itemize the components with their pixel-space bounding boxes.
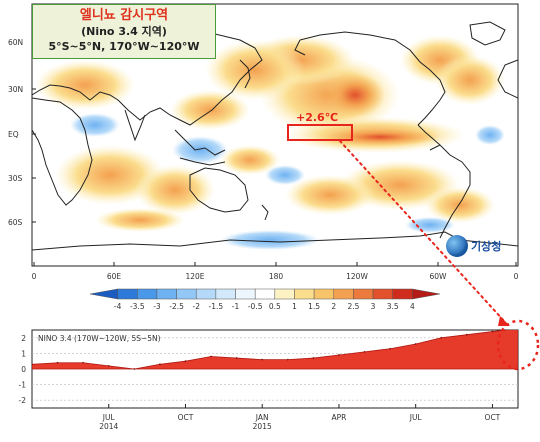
colorbar-tick-label: -2.5 (169, 302, 184, 311)
colorbar-tick-label: 1.5 (308, 302, 320, 311)
lat-label: EQ (8, 130, 19, 139)
colorbar-tick-label: -0.5 (248, 302, 263, 311)
colorbar-segment (137, 288, 158, 300)
colorbar-segment (313, 288, 335, 300)
colorbar: -4 -3.5 -3 -2.5 -2 -1.5 -1 -0.5 0.5 1 1.5 2 2.5 3 3.5 4 (89, 288, 441, 311)
chart-x-tick-label: JUL (102, 413, 116, 422)
chart-point (133, 368, 136, 370)
chart-point (56, 361, 59, 364)
colorbar-cap-right (412, 288, 441, 300)
chart-x-tick-year: 2014 (99, 422, 118, 431)
chart-point (440, 336, 443, 339)
colorbar-segment (235, 288, 256, 300)
chart-point (312, 357, 315, 359)
colorbar-segment (195, 288, 217, 300)
chart-point (286, 358, 289, 361)
colorbar-tick-label: -1 (232, 302, 240, 311)
chart-y-tick-label: -2 (19, 396, 27, 405)
chart-point (491, 330, 494, 333)
chart-point (32, 363, 33, 366)
chart-x-tick-label: OCT (178, 413, 194, 422)
colorbar-segment (254, 288, 276, 300)
map-title: 엘니뇨 감시구역 (79, 8, 169, 23)
map-title-box: 엘니뇨 감시구역 (Nino 3.4 지역) 5°S~5°N, 170°W~12… (32, 4, 216, 59)
lon-label: 0 (32, 272, 37, 281)
colorbar-cap-left (89, 288, 118, 300)
colorbar-tick-label: 2 (331, 302, 336, 311)
colorbar-segment (176, 288, 197, 300)
chart-point (389, 347, 392, 350)
chart-x-tick-label: JUL (409, 413, 423, 422)
chart-point (235, 357, 238, 359)
chart-y-tick-label: 1 (21, 349, 26, 358)
anomaly-field (35, 35, 505, 250)
lon-label: 180 (269, 272, 284, 281)
chart-y-tick-label: 2 (21, 334, 26, 343)
colorbar-tick-label: -2 (192, 302, 200, 311)
colorbar-tick-label: -1.5 (209, 302, 224, 311)
lon-label: 60W (430, 272, 448, 281)
highlight-circle (496, 319, 540, 371)
colorbar-segment (353, 288, 374, 300)
map-subtitle: (Nino 3.4 지역) (81, 25, 167, 38)
chart-point (338, 354, 340, 356)
kma-logo: 기상청 (446, 234, 501, 258)
nino34-timeseries: NINO 3.4 (170W~120W, 5S~5N) 210-1-2 JUL2… (19, 319, 540, 431)
chart-x-tick-label: JAN (255, 413, 269, 422)
chart-area-layer (32, 328, 519, 370)
colorbar-tick-label: 0.5 (269, 302, 281, 311)
chart-point (107, 364, 110, 367)
colorbar-tick-label: -3.5 (130, 302, 145, 311)
colorbar-tick-label: -4 (114, 302, 122, 311)
lon-label: 60E (107, 272, 122, 281)
map-region: 5°S~5°N, 170°W~120°W (48, 40, 200, 53)
colorbar-segment (333, 288, 354, 300)
sst-anomaly-map: +2.6℃ 60N 30N EQ 30S 60S 0 60E 120E 180 120W 60W 0 (8, 3, 519, 326)
colorbar-segment (274, 288, 295, 300)
chart-point (363, 350, 366, 353)
colorbar-tick-label: 3.5 (387, 302, 399, 311)
colorbar-segment (215, 288, 236, 300)
colorbar-segment (372, 288, 393, 300)
colorbar-tick-label: -3 (153, 302, 161, 311)
chart-y-tick-label: -1 (19, 381, 27, 390)
chart-point (82, 361, 85, 364)
lat-label: 30N (8, 85, 23, 94)
chart-point (210, 355, 212, 358)
colorbar-tick-label: 3 (371, 302, 376, 311)
chart-title: NINO 3.4 (170W~120W, 5S~5N) (38, 334, 161, 343)
colorbar-tick-label: 4 (410, 302, 415, 311)
chart-point (517, 328, 519, 330)
lat-label: 60S (8, 218, 23, 227)
colorbar-segment (117, 288, 138, 300)
chart-y-tick-label: 0 (21, 365, 26, 374)
kma-logo-text: 기상청 (471, 240, 502, 253)
lat-label: 60N (8, 38, 23, 47)
chart-x-tick-label: APR (332, 413, 347, 422)
lon-label: 0 (514, 272, 519, 281)
chart-x-tick-label: OCT (485, 413, 501, 422)
chart-point (184, 360, 187, 363)
lon-label: 120E (185, 272, 204, 281)
kma-logo-icon (446, 235, 468, 257)
chart-point (414, 343, 417, 345)
nino34-box (287, 124, 353, 141)
chart-point (261, 358, 264, 361)
chart-y-ticks: 2 1 0 -1 -2 (19, 334, 27, 405)
chart-point (465, 333, 468, 336)
chart-point (158, 363, 161, 366)
colorbar-segment (156, 288, 177, 300)
colorbar-segment (392, 288, 413, 300)
colorbar-tick-label: 2.5 (347, 302, 359, 311)
colorbar-tick-label: 1 (292, 302, 297, 311)
colorbar-segment (294, 288, 315, 300)
lat-label: 30S (8, 174, 23, 183)
longitude-labels: 0 60E 120E 180 120W 60W 0 (32, 262, 519, 281)
chart-x-tick-year: 2015 (253, 422, 272, 431)
anomaly-label: +2.6℃ (296, 111, 338, 124)
pointer-line (339, 140, 506, 323)
lon-label: 120W (346, 272, 368, 281)
